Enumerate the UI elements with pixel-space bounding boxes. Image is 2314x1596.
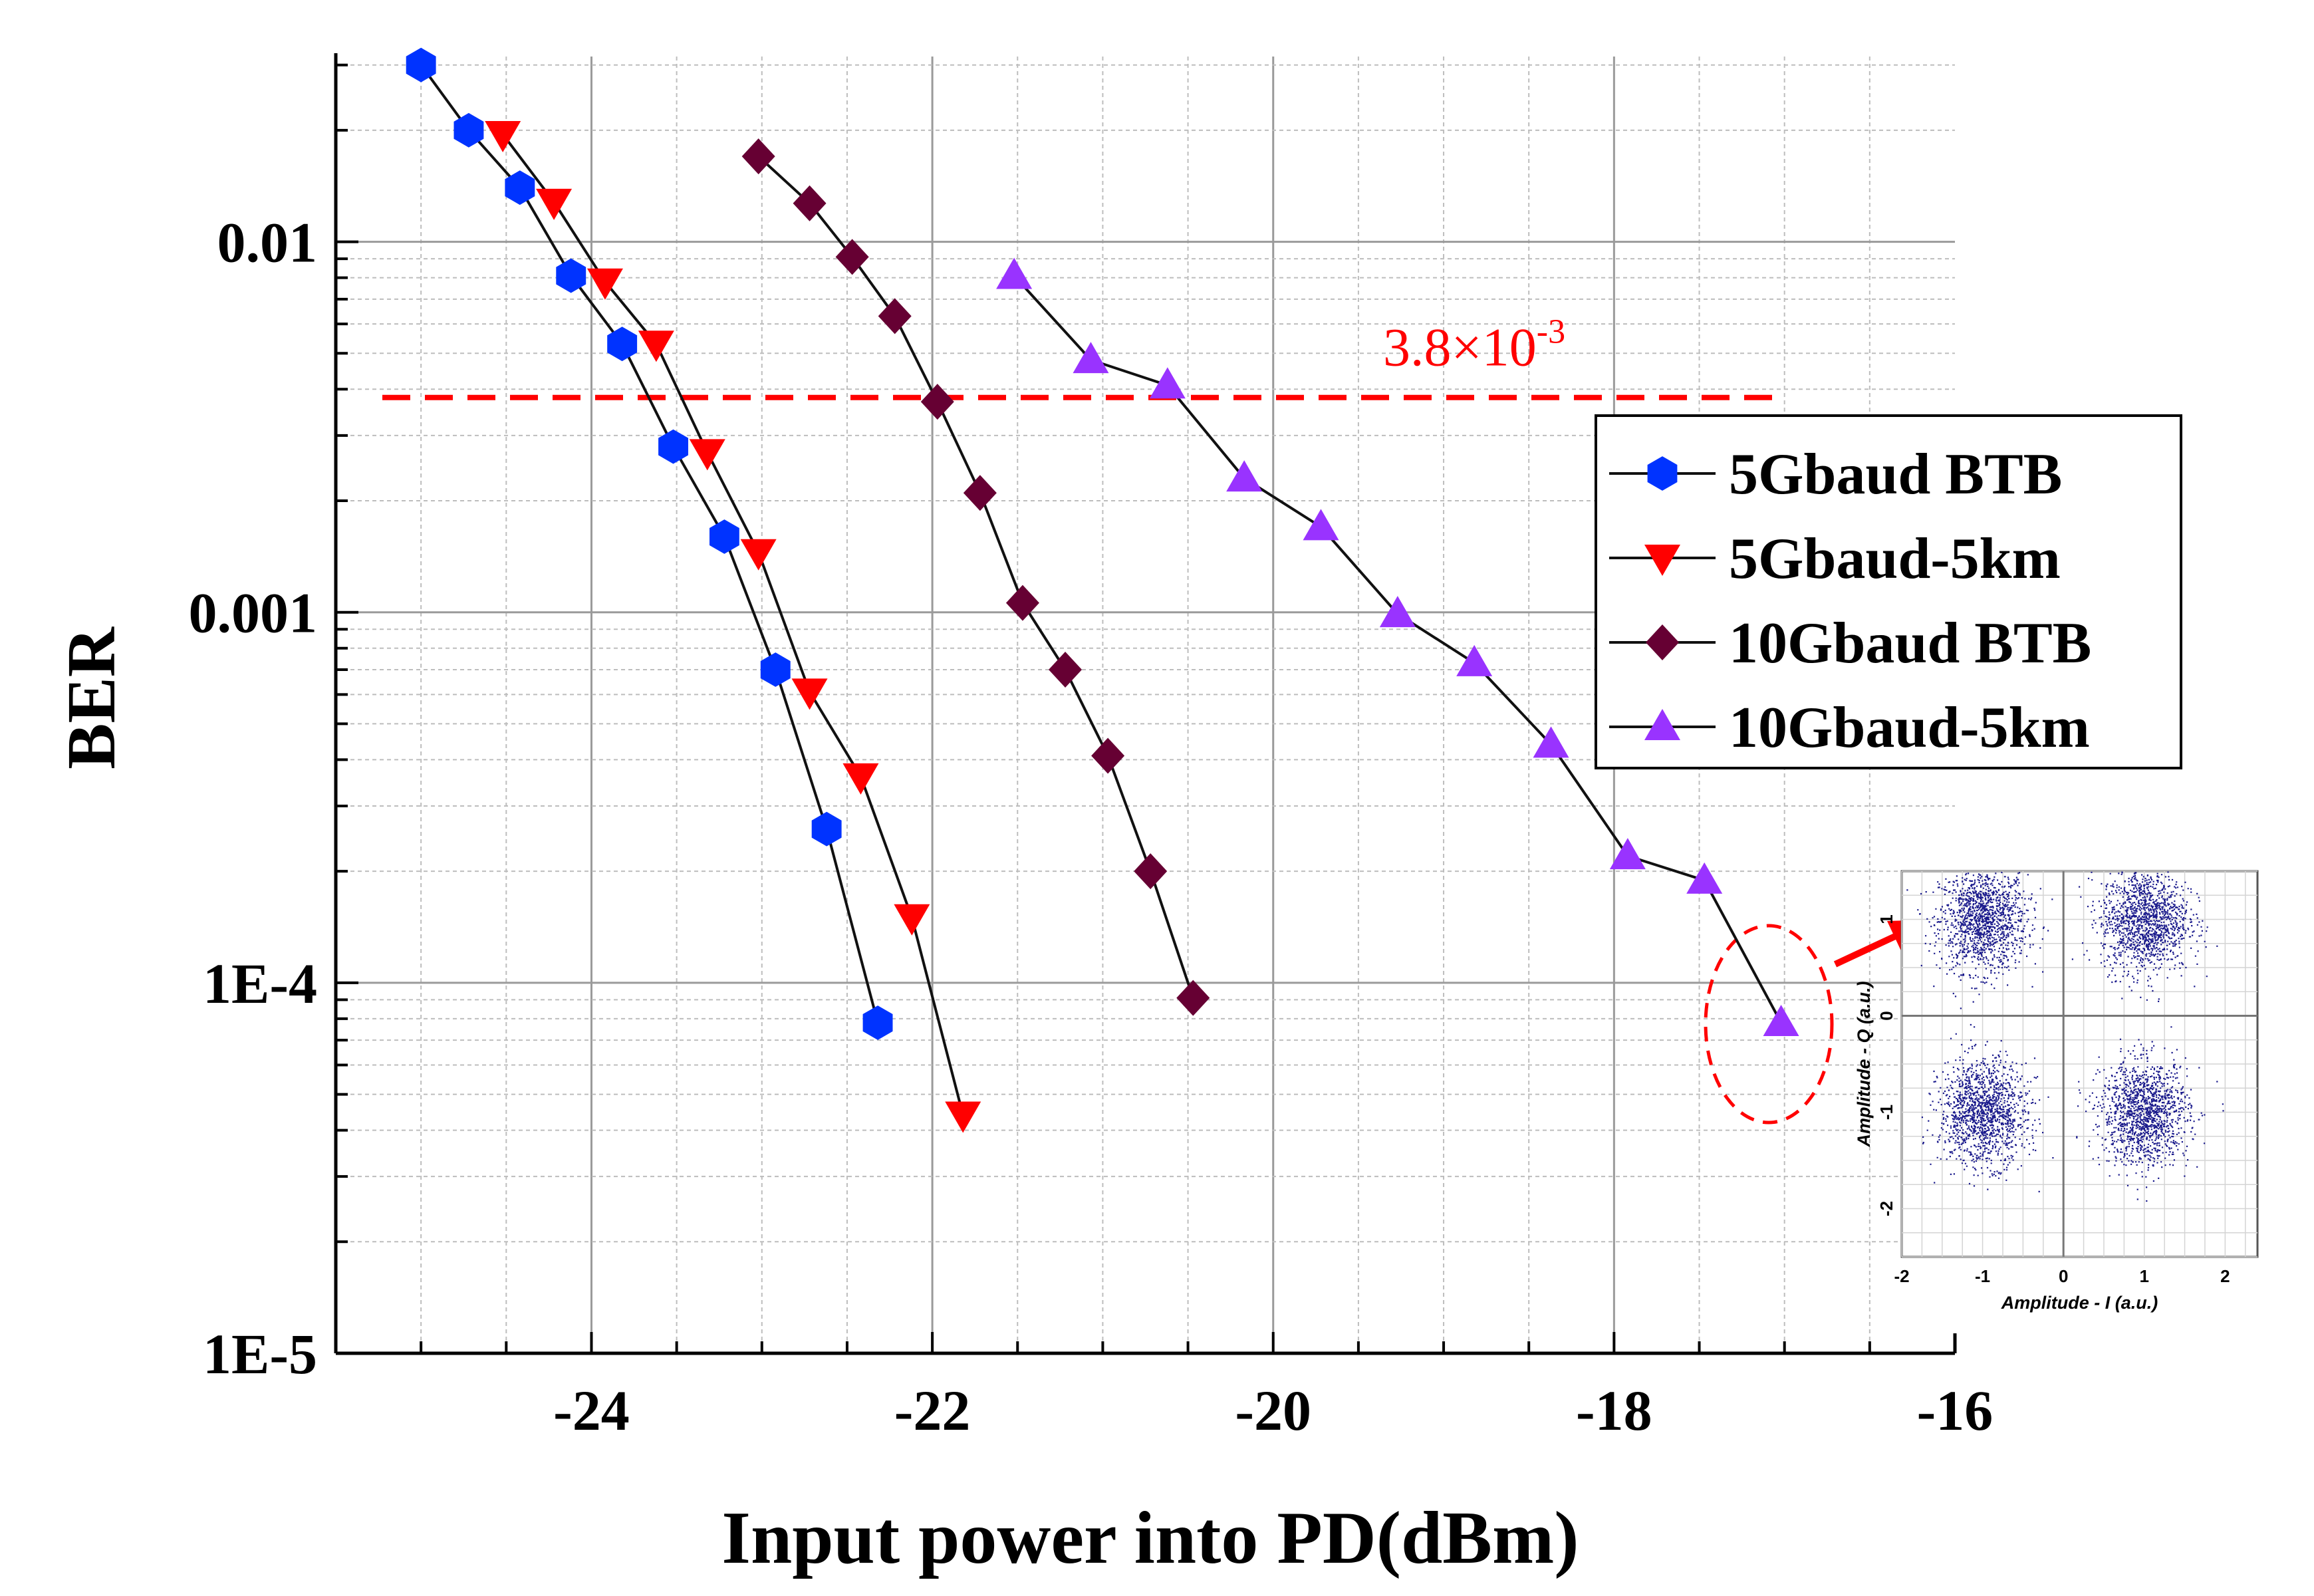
legend-label: 10Gbaud BTB <box>1729 611 2091 676</box>
legend-marker <box>1644 709 1680 740</box>
x-tick-label: -16 <box>1917 1379 1993 1442</box>
inset-x-tick-label: -2 <box>1894 1266 1909 1286</box>
data-point-10gbaud-btb <box>1176 980 1210 1016</box>
series-line-5gbaud-5km <box>501 133 965 1116</box>
series-5gbaud-btb <box>406 47 893 1040</box>
legend-marker <box>1646 624 1679 660</box>
inset-x-tick-label: -1 <box>1975 1266 1990 1286</box>
data-point-5gbaud-5km <box>586 268 623 300</box>
x-tick-label: -18 <box>1576 1379 1652 1442</box>
inset-x-axis-label: Amplitude - I (a.u.) <box>2001 1293 2158 1313</box>
data-point-5gbaud-btb <box>862 1005 893 1040</box>
y-tick-label: 0.001 <box>189 581 318 645</box>
highlight-ellipse <box>1704 924 1834 1125</box>
x-axis-label: Input power into PD(dBm) <box>721 1497 1579 1579</box>
data-point-5gbaud-btb <box>607 327 638 362</box>
inset-x-tick-label: 2 <box>2220 1266 2230 1286</box>
data-point-10gbaud-btb <box>1134 853 1168 890</box>
inset-y-tick-label: -2 <box>1876 1201 1896 1216</box>
data-point-5gbaud-btb <box>556 258 586 293</box>
x-tick-label: -24 <box>553 1379 630 1442</box>
legend: 5Gbaud BTB 5Gbaud-5km 10Gbaud BTB 10Gbaud-5… <box>1595 414 2182 769</box>
data-point-10gbaud-btb <box>793 185 827 221</box>
data-point-10gbaud-btb <box>878 298 912 334</box>
x-tick-label: -20 <box>1235 1379 1311 1442</box>
x-tick-label: -22 <box>894 1379 971 1442</box>
inset-x-tick-label: 0 <box>2059 1266 2068 1286</box>
data-point-10gbaud-btb <box>1049 652 1083 688</box>
data-point-5gbaud-5km <box>791 678 828 710</box>
data-point-10gbaud-5km <box>996 257 1033 289</box>
inset-y-tick-label: -1 <box>1876 1105 1896 1120</box>
data-point-10gbaud-5km <box>1303 509 1339 541</box>
threshold-label: 3.8×10-3 <box>1383 313 1565 378</box>
data-point-5gbaud-btb <box>406 47 436 82</box>
legend-label: 10Gbaud-5km <box>1729 696 2090 760</box>
data-point-10gbaud-5km <box>1073 342 1109 374</box>
series-5gbaud-5km <box>485 120 981 1133</box>
data-point-5gbaud-5km <box>638 331 674 362</box>
data-point-10gbaud-5km <box>1763 1004 1799 1036</box>
data-point-10gbaud-5km <box>1149 367 1186 399</box>
data-point-5gbaud-btb <box>453 112 484 148</box>
inset-x-tick-label: 1 <box>2140 1266 2149 1286</box>
y-tick-label: 1E-4 <box>203 952 317 1015</box>
legend-label: 5Gbaud-5km <box>1729 527 2061 591</box>
series-group <box>406 47 1799 1133</box>
data-point-10gbaud-5km <box>1456 644 1493 676</box>
data-point-5gbaud-btb <box>658 429 688 464</box>
series-10gbaud-btb <box>741 138 1210 1016</box>
inset-y-tick-label: 0 <box>1876 1011 1896 1020</box>
y-tick-label: 1E-5 <box>203 1322 317 1386</box>
y-tick-label: 0.01 <box>217 211 318 275</box>
legend-marker <box>1644 545 1680 576</box>
legend-label: 5Gbaud BTB <box>1729 442 2062 507</box>
data-point-10gbaud-5km <box>1379 596 1416 628</box>
data-point-10gbaud-5km <box>1686 862 1723 894</box>
data-point-5gbaud-5km <box>536 188 573 220</box>
data-point-5gbaud-5km <box>485 120 521 152</box>
data-point-10gbaud-5km <box>1533 726 1569 758</box>
y-axis-label: BER <box>53 626 130 769</box>
series-line-5gbaud-btb <box>420 64 880 1023</box>
inset-y-axis-label: Amplitude - Q (a.u.) <box>1854 982 1874 1148</box>
data-point-10gbaud-btb <box>920 384 954 420</box>
highlight-arrow <box>1833 933 1897 968</box>
data-point-10gbaud-btb <box>741 138 775 175</box>
legend-marker <box>1647 456 1678 491</box>
data-point-5gbaud-5km <box>945 1101 981 1133</box>
series-10gbaud-5km <box>996 257 1799 1036</box>
data-point-5gbaud-btb <box>709 519 739 554</box>
data-point-5gbaud-5km <box>894 904 930 936</box>
data-point-10gbaud-5km <box>1226 460 1263 492</box>
constellation-inset: -2 -1 0 1 2 1 0 -1 -2 Amplitude - I (a.u.) Amplitu… <box>1854 870 2259 1313</box>
inset-y-tick-label: 1 <box>1876 914 1896 924</box>
data-point-10gbaud-btb <box>835 239 869 275</box>
data-point-10gbaud-5km <box>1609 838 1646 870</box>
constellation-points <box>1906 871 2224 1202</box>
data-point-10gbaud-btb <box>963 475 997 511</box>
data-point-5gbaud-btb <box>811 811 842 847</box>
data-point-5gbaud-5km <box>689 439 725 471</box>
data-point-5gbaud-btb <box>760 652 791 687</box>
data-point-10gbaud-btb <box>1091 737 1125 774</box>
data-point-5gbaud-btb <box>505 170 535 205</box>
data-point-5gbaud-5km <box>740 539 777 571</box>
data-point-10gbaud-btb <box>1005 585 1039 621</box>
data-point-5gbaud-5km <box>842 763 879 795</box>
